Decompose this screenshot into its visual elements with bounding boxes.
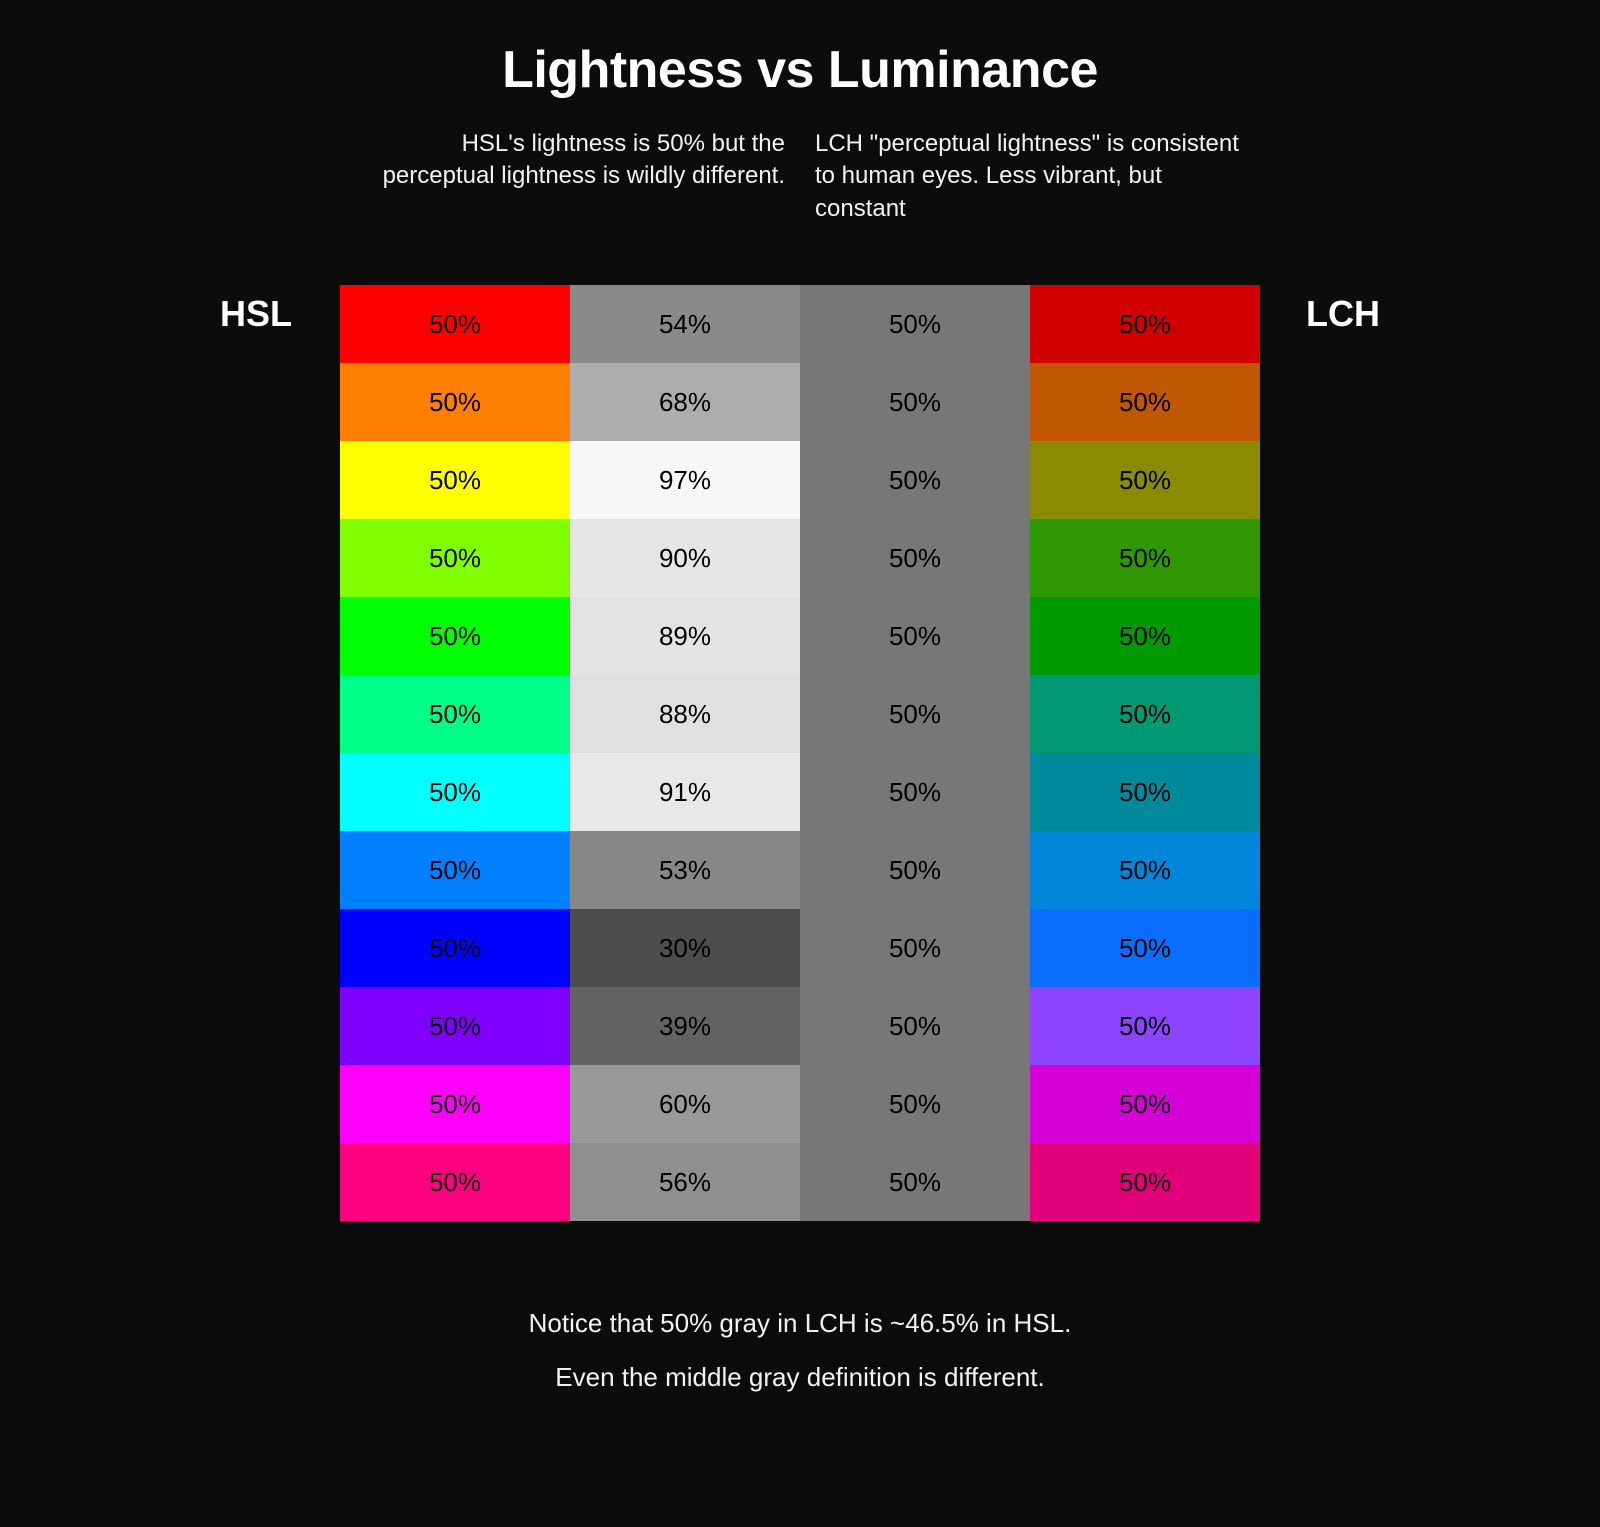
lch-gray-cell: 50% [800, 675, 1030, 753]
hsl-color-cell: 50% [340, 519, 570, 597]
lch-gray-cell: 50% [800, 519, 1030, 597]
lch-gray-cell: 50% [800, 987, 1030, 1065]
hsl-luminance-cell: 56% [570, 1143, 800, 1221]
subtitle-hsl: HSL's lightness is 50% but the perceptua… [350, 128, 785, 225]
lch-gray-cell: 50% [800, 909, 1030, 987]
lch-color-cell: 50% [1030, 987, 1260, 1065]
lch-gray-cell: 50% [800, 831, 1030, 909]
lch-color-cell: 50% [1030, 363, 1260, 441]
footnote-1: Notice that 50% gray in LCH is ~46.5% in… [0, 1301, 1600, 1345]
hsl-color-cell: 50% [340, 1065, 570, 1143]
lch-color-cell: 50% [1030, 753, 1260, 831]
hsl-color-cell: 50% [340, 1143, 570, 1221]
hsl-color-cell: 50% [340, 441, 570, 519]
hsl-luminance-cell: 90% [570, 519, 800, 597]
footnotes: Notice that 50% gray in LCH is ~46.5% in… [0, 1301, 1600, 1399]
hsl-luminance-cell: 91% [570, 753, 800, 831]
page-title: Lightness vs Luminance [0, 40, 1600, 100]
lch-gray-cell: 50% [800, 597, 1030, 675]
hsl-luminance-cell: 68% [570, 363, 800, 441]
page: Lightness vs Luminance HSL's lightness i… [0, 0, 1600, 1400]
hsl-color-cell: 50% [340, 675, 570, 753]
subtitle-row: HSL's lightness is 50% but the perceptua… [350, 128, 1250, 225]
hsl-luminance-cell: 60% [570, 1065, 800, 1143]
lch-color-cell: 50% [1030, 519, 1260, 597]
hsl-luminance-cell: 53% [570, 831, 800, 909]
lch-color-cell: 50% [1030, 597, 1260, 675]
lch-color-cell: 50% [1030, 1143, 1260, 1221]
chart-area: HSL 50%54%50%50%50%68%50%50%50%97%50%50%… [0, 285, 1600, 1221]
axis-label-hsl: HSL [110, 285, 340, 335]
hsl-color-cell: 50% [340, 831, 570, 909]
hsl-color-cell: 50% [340, 285, 570, 363]
lch-gray-cell: 50% [800, 285, 1030, 363]
lch-gray-cell: 50% [800, 1065, 1030, 1143]
hsl-luminance-cell: 54% [570, 285, 800, 363]
hsl-luminance-cell: 88% [570, 675, 800, 753]
lch-color-cell: 50% [1030, 441, 1260, 519]
hsl-luminance-cell: 30% [570, 909, 800, 987]
lch-gray-cell: 50% [800, 441, 1030, 519]
hsl-color-cell: 50% [340, 753, 570, 831]
footnote-2: Even the middle gray definition is diffe… [0, 1355, 1600, 1399]
lch-color-cell: 50% [1030, 1065, 1260, 1143]
color-grid: 50%54%50%50%50%68%50%50%50%97%50%50%50%9… [340, 285, 1260, 1221]
axis-label-lch: LCH [1260, 285, 1490, 335]
lch-gray-cell: 50% [800, 753, 1030, 831]
lch-color-cell: 50% [1030, 909, 1260, 987]
lch-gray-cell: 50% [800, 363, 1030, 441]
hsl-luminance-cell: 97% [570, 441, 800, 519]
hsl-color-cell: 50% [340, 363, 570, 441]
hsl-luminance-cell: 89% [570, 597, 800, 675]
subtitle-lch: LCH "perceptual lightness" is consistent… [815, 128, 1250, 225]
hsl-color-cell: 50% [340, 987, 570, 1065]
lch-color-cell: 50% [1030, 831, 1260, 909]
lch-color-cell: 50% [1030, 285, 1260, 363]
hsl-luminance-cell: 39% [570, 987, 800, 1065]
hsl-color-cell: 50% [340, 909, 570, 987]
hsl-color-cell: 50% [340, 597, 570, 675]
lch-gray-cell: 50% [800, 1143, 1030, 1221]
lch-color-cell: 50% [1030, 675, 1260, 753]
